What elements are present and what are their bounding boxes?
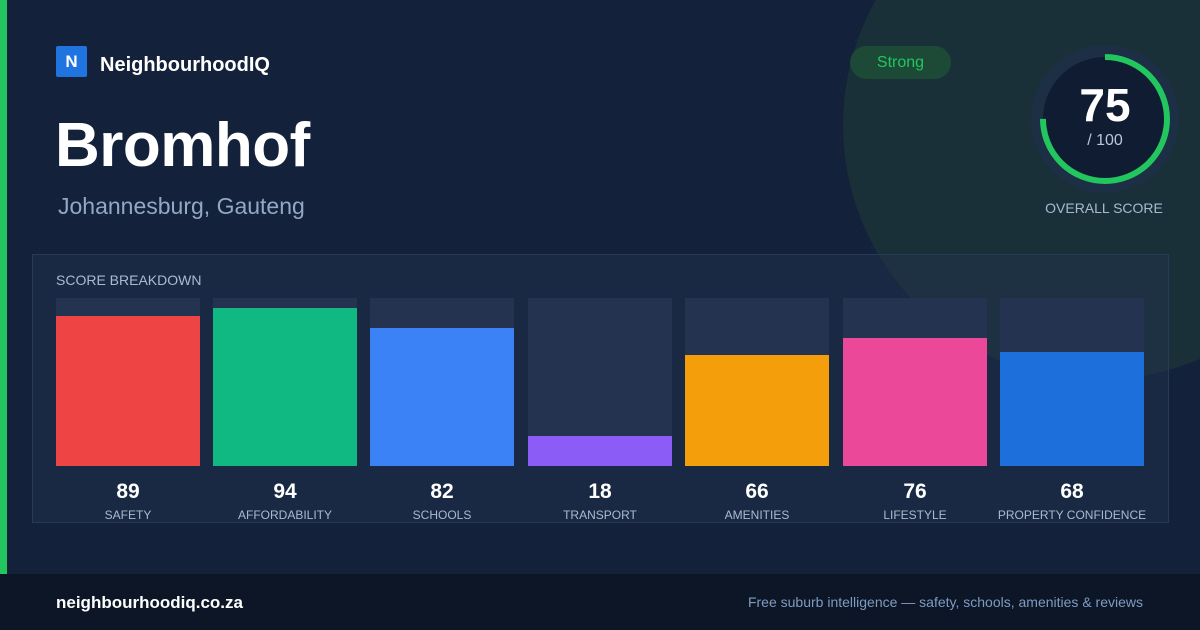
- metric-bar-track: [1000, 298, 1144, 466]
- metric-bar-track: [56, 298, 200, 466]
- metric-value: 76: [903, 480, 927, 503]
- metric-bar-track: [213, 298, 357, 466]
- footer-tagline: Free suburb intelligence — safety, schoo…: [747, 594, 1143, 610]
- metric-bar-fill: [56, 316, 200, 466]
- metric-bar-fill: [843, 338, 987, 466]
- score-breakdown-title: SCORE BREAKDOWN: [56, 272, 202, 288]
- metric-label: SCHOOLS: [412, 508, 472, 522]
- metric-label: AFFORDABILITY: [237, 508, 332, 522]
- gauge-progress-arc: [1040, 54, 1170, 184]
- metric-bar-fill: [1000, 351, 1144, 466]
- brand-header: N NeighbourhoodIQ: [56, 46, 270, 77]
- footer: neighbourhoodiq.co.za Free suburb intell…: [0, 574, 1200, 630]
- metric-value: 18: [588, 480, 612, 503]
- brand-logo-icon: N: [56, 46, 87, 77]
- metric-value: 82: [430, 480, 454, 503]
- overall-score-max: / 100: [1087, 132, 1123, 149]
- metric-bar-track: [685, 298, 829, 466]
- metric-bar-track: [370, 298, 514, 466]
- metric-label: AMENITIES: [724, 508, 790, 522]
- overall-score-value: 75: [1079, 79, 1131, 131]
- suburb-location: Johannesburg, Gauteng: [58, 193, 305, 219]
- metric-bar-fill: [685, 355, 829, 466]
- metric-value: 89: [116, 480, 140, 503]
- metric-label: PROPERTY CONFIDENCE: [997, 508, 1147, 522]
- metric-label: TRANSPORT: [563, 508, 637, 522]
- suburb-title: Bromhof: [55, 111, 310, 180]
- footer-domain-link[interactable]: neighbourhoodiq.co.za: [56, 593, 243, 612]
- metric-label: LIFESTYLE: [883, 508, 947, 522]
- metric-bar-fill: [213, 308, 357, 466]
- brand-name: NeighbourhoodIQ: [100, 54, 270, 76]
- metric-value: 94: [273, 480, 297, 503]
- overall-score-caption: OVERALL SCORE: [1045, 200, 1163, 216]
- metric-label: SAFETY: [104, 508, 152, 522]
- metric-bar-fill: [370, 328, 514, 466]
- score-card: N NeighbourhoodIQ Bromhof Johannesburg, …: [0, 0, 1200, 574]
- accent-stripe: [0, 0, 7, 574]
- rating-badge: Strong: [850, 46, 951, 79]
- metric-bar-track: [528, 298, 672, 466]
- metric-value: 66: [745, 480, 769, 503]
- metric-bar-track: [843, 298, 987, 466]
- metric-value: 68: [1060, 480, 1084, 503]
- overall-score-gauge: 75 / 100: [1030, 44, 1180, 194]
- metric-bar-fill: [528, 435, 672, 466]
- gauge-ring: [1031, 45, 1179, 193]
